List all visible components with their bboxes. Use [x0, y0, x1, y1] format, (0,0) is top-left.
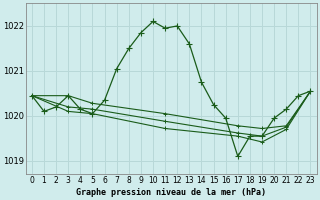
- X-axis label: Graphe pression niveau de la mer (hPa): Graphe pression niveau de la mer (hPa): [76, 188, 266, 197]
